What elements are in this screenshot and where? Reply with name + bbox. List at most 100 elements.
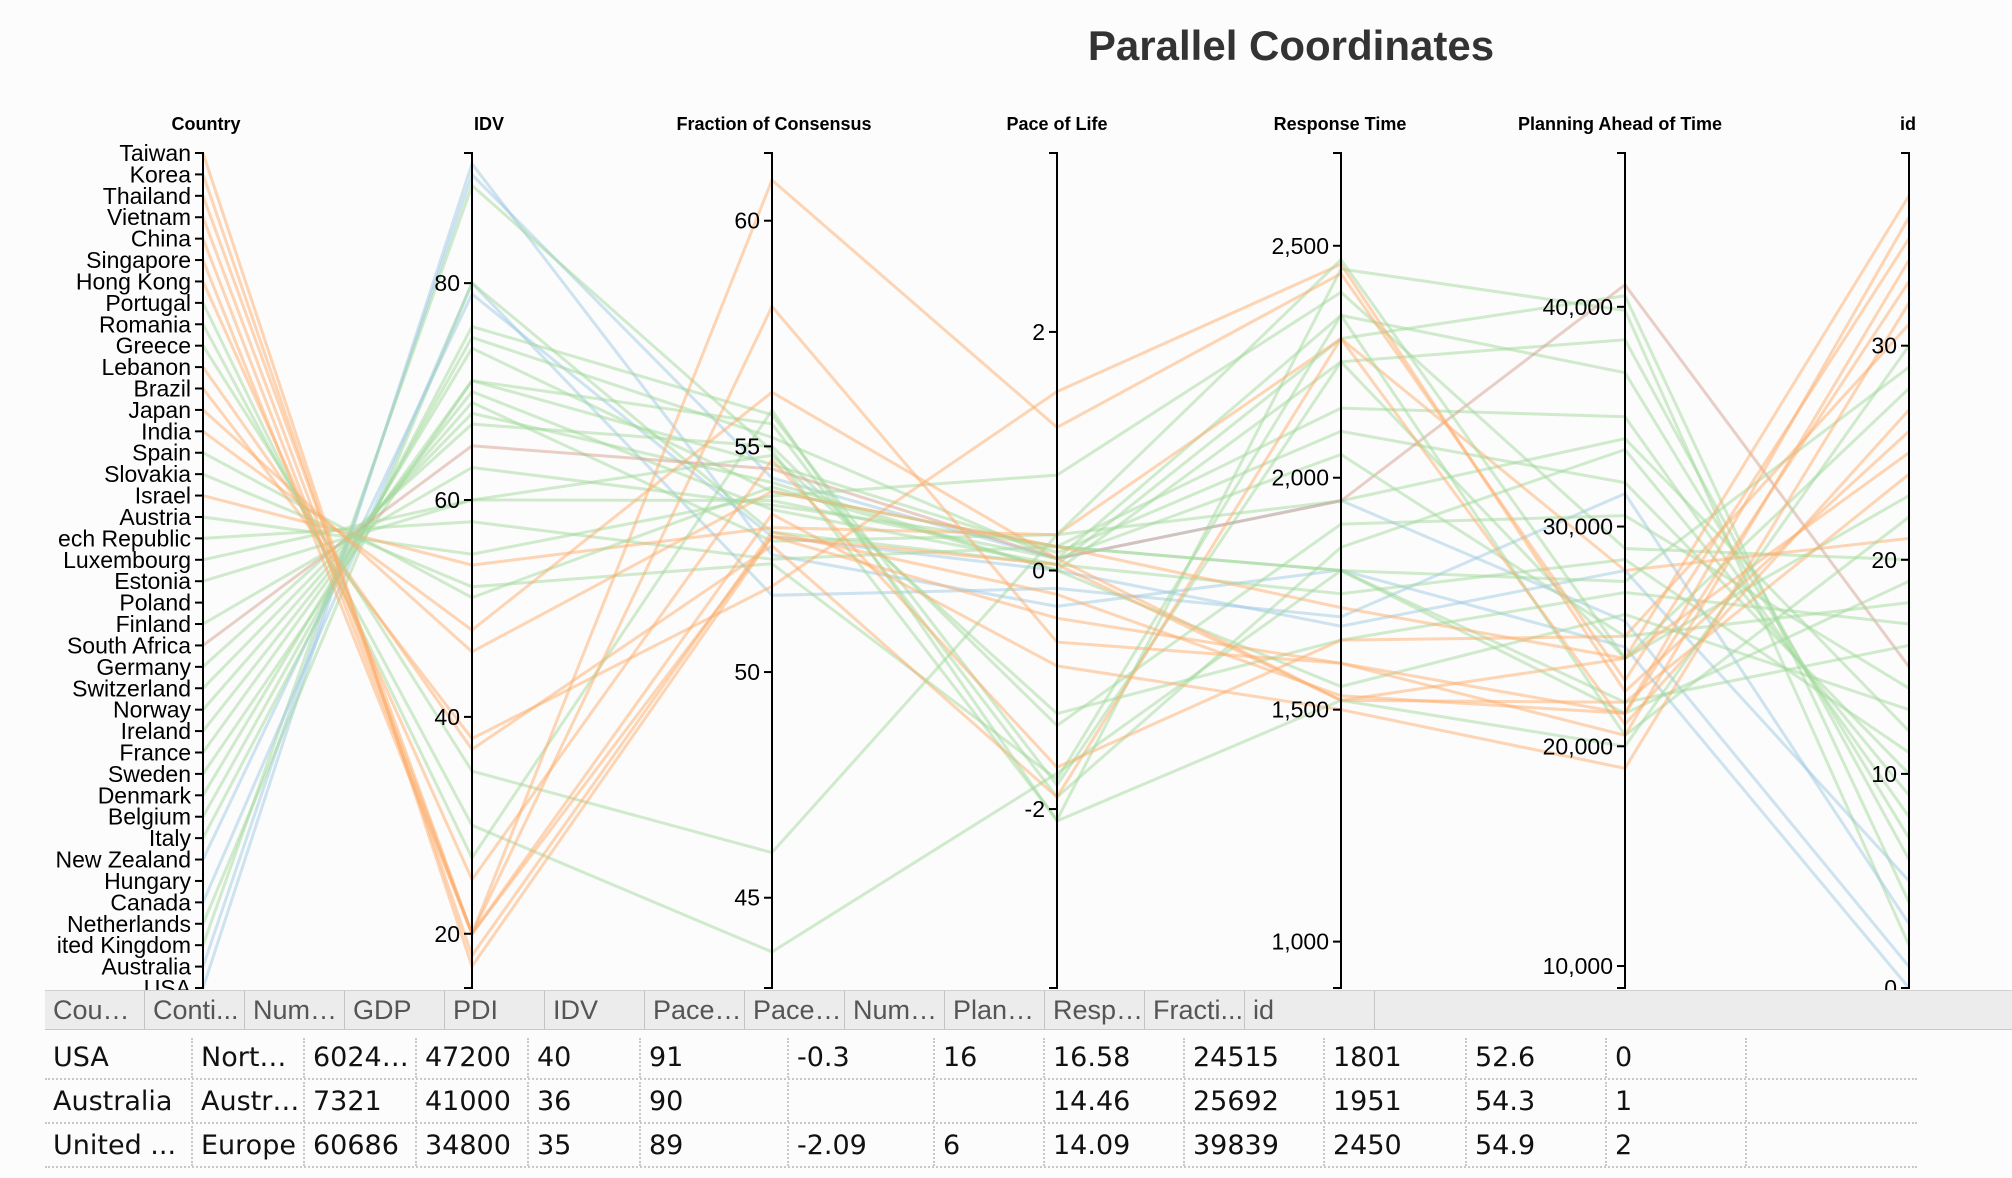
tick-label: 30,000	[1543, 514, 1613, 540]
tick-label: Romania	[99, 311, 191, 337]
grid-cell: 41000	[417, 1082, 529, 1122]
grid-cell: 40	[529, 1038, 641, 1078]
grid-header-number[interactable]: Numb...	[245, 991, 345, 1029]
grid-cell: 24515	[1185, 1038, 1325, 1078]
tick-label: Israel	[135, 483, 191, 509]
table-row[interactable]: USA North ... 602419 47200 40 91 -0.3 16…	[45, 1038, 1917, 1080]
axis-domain	[464, 152, 473, 989]
grid-cell: -2.09	[789, 1126, 935, 1166]
grid-cell: 16	[935, 1038, 1045, 1078]
grid-cell: 47200	[417, 1038, 529, 1078]
tick-label: France	[119, 739, 191, 765]
axis-domain	[1901, 152, 1910, 989]
tick-label: Switzerland	[72, 675, 191, 701]
grid-cell: 1951	[1325, 1082, 1467, 1122]
tick-label: 20	[434, 921, 460, 947]
tick-label: Spain	[132, 440, 191, 466]
grid-cell	[789, 1082, 935, 1122]
grid-cell: Australia	[193, 1082, 305, 1122]
grid-cell: 91	[641, 1038, 789, 1078]
axis-1[interactable]: IDV 20 40 60 80	[434, 114, 504, 989]
tick-label: 1,500	[1271, 697, 1329, 723]
grid-header-continent[interactable]: Conti...	[145, 991, 245, 1029]
tick-label: -2	[1025, 796, 1045, 822]
grid-cell: -0.3	[789, 1038, 935, 1078]
grid-header-country[interactable]: Count...	[45, 991, 145, 1029]
tick-label: 20,000	[1543, 733, 1613, 759]
tick-label: 10,000	[1543, 953, 1613, 979]
grid-cell: 35	[529, 1126, 641, 1166]
axis-5[interactable]: Planning Ahead of Time 10,000 20,000 30,000…	[1518, 114, 1722, 989]
parallel-coordinates-chart: Country TaiwanKoreaThailandVietnamChinaSi…	[55, 114, 1916, 990]
grid-header-pdi[interactable]: PDI	[445, 991, 545, 1029]
axis-domain	[764, 152, 773, 989]
tick-label: Vietnam	[107, 204, 191, 230]
tick-label: 1,000	[1271, 929, 1329, 955]
tick-label: ited Kingdom	[57, 932, 191, 958]
tick-label: Japan	[128, 397, 191, 423]
axis-domain	[195, 152, 204, 989]
tick-label: India	[141, 418, 191, 444]
grid-cell: 60686	[305, 1126, 417, 1166]
axis-0[interactable]: Country TaiwanKoreaThailandVietnamChinaSi…	[55, 114, 240, 990]
tick-label: Finland	[116, 611, 191, 637]
grid-cell: 1	[1607, 1082, 1747, 1122]
grid-cell: United ...	[45, 1126, 193, 1166]
grid-header-gdp[interactable]: GDP	[345, 991, 445, 1029]
grid-header-id[interactable]: id	[1245, 991, 1375, 1029]
grid-header-planning[interactable]: Planni...	[945, 991, 1045, 1029]
tick-label: 0	[1884, 975, 1897, 990]
grid-cell	[935, 1082, 1045, 1122]
tick-label: Portugal	[105, 290, 191, 316]
grid-header-idv[interactable]: IDV	[545, 991, 645, 1029]
tick-label: Brazil	[133, 376, 191, 402]
grid-cell: 54.3	[1467, 1082, 1607, 1122]
tick-label: 2	[1032, 319, 1045, 345]
grid-header-pace-1[interactable]: Pace ...	[645, 991, 745, 1029]
axes-layer: Country TaiwanKoreaThailandVietnamChinaSi…	[55, 114, 1916, 990]
tick-label: Taiwan	[119, 140, 191, 166]
grid-cell: 0	[1607, 1038, 1747, 1078]
grid-header-response[interactable]: Respo...	[1045, 991, 1145, 1029]
grid-cell: Europe	[193, 1126, 305, 1166]
tick-label: 60	[734, 208, 760, 234]
grid-cell: Australia	[45, 1082, 193, 1122]
axis-3[interactable]: Pace of Life -2 0 2	[1006, 114, 1108, 989]
grid-header-number-2[interactable]: Numb...	[845, 991, 945, 1029]
grid-header-fraction[interactable]: Fracti...	[1145, 991, 1245, 1029]
tick-label: 0	[1032, 558, 1045, 584]
axis-4[interactable]: Response Time 1,000 1,500 2,000 2,500	[1271, 114, 1407, 989]
grid-cell: 16.58	[1045, 1038, 1185, 1078]
tick-label: Korea	[130, 161, 192, 187]
grid-cell: USA	[45, 1038, 193, 1078]
tick-label: 45	[734, 885, 760, 911]
grid-cell: 52.6	[1467, 1038, 1607, 1078]
grid-cell: 14.09	[1045, 1126, 1185, 1166]
axis-title: Planning Ahead of Time	[1518, 114, 1722, 134]
tick-label: 50	[734, 659, 760, 685]
tick-label: Lebanon	[101, 354, 191, 380]
tick-label: 10	[1871, 761, 1897, 787]
grid-header-pace-2[interactable]: Pace ...	[745, 991, 845, 1029]
table-row[interactable]: United ... Europe 60686 34800 35 89 -2.0…	[45, 1126, 1917, 1168]
axis-title: Pace of Life	[1006, 114, 1107, 134]
axis-title: Fraction of Consensus	[676, 114, 871, 134]
tick-label: China	[131, 226, 191, 252]
tick-label: Norway	[113, 697, 191, 723]
tick-label: Ireland	[121, 718, 191, 744]
data-grid[interactable]: Count... Conti... Numb... GDP PDI IDV Pa…	[45, 990, 2012, 1178]
tick-label: Netherlands	[67, 911, 191, 937]
axis-2[interactable]: Fraction of Consensus 45 50 55 60	[676, 114, 872, 989]
axis-6[interactable]: id 0 10 20 30	[1871, 114, 1916, 990]
grid-cell: 6	[935, 1126, 1045, 1166]
axis-title: Response Time	[1274, 114, 1407, 134]
axis-title: id	[1900, 114, 1916, 134]
tick-label: 80	[434, 270, 460, 296]
tick-label: 40,000	[1543, 294, 1613, 320]
tick-label: Greece	[116, 333, 191, 359]
tick-label: Italy	[149, 825, 192, 851]
table-row[interactable]: Australia Australia 7321 41000 36 90 14.…	[45, 1082, 1917, 1124]
tick-label: Hong Kong	[76, 268, 191, 294]
tick-label: 20	[1871, 547, 1897, 573]
tick-label: Thailand	[103, 183, 191, 209]
